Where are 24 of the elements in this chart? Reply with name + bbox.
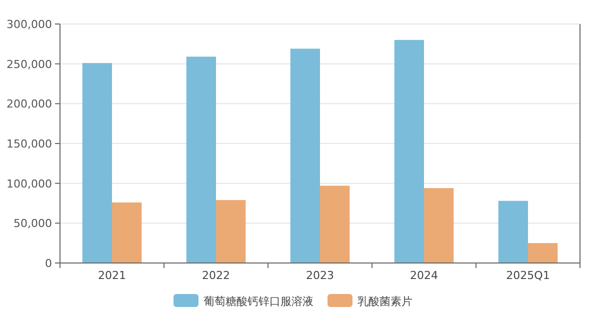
x-tick-label: 2024	[410, 269, 438, 282]
bar	[290, 48, 320, 263]
x-tick-label: 2022	[202, 269, 230, 282]
y-tick-label: 150,000	[6, 138, 52, 150]
bar	[82, 63, 112, 263]
x-tick-label: 2021	[98, 269, 126, 282]
bar	[528, 243, 558, 263]
bar	[498, 200, 528, 263]
x-tick-label: 2023	[306, 269, 334, 282]
legend-label: 乳酸菌素片	[358, 295, 412, 308]
y-tick-label: 100,000	[6, 177, 52, 190]
bar	[394, 40, 424, 263]
bar	[216, 200, 246, 263]
y-tick-label: 200,000	[6, 98, 52, 111]
y-tick-label: 50,000	[14, 217, 52, 230]
bar	[112, 202, 142, 263]
bar	[186, 56, 216, 263]
x-tick-label: 2025Q1	[506, 269, 550, 282]
y-tick-label: 0	[45, 257, 52, 270]
bar	[424, 188, 454, 263]
bar	[320, 186, 350, 263]
legend-label: 葡萄糖酸钙锌口服溶液	[204, 295, 314, 308]
y-tick-label: 300,000	[6, 18, 52, 31]
y-tick-label: 250,000	[6, 58, 52, 71]
